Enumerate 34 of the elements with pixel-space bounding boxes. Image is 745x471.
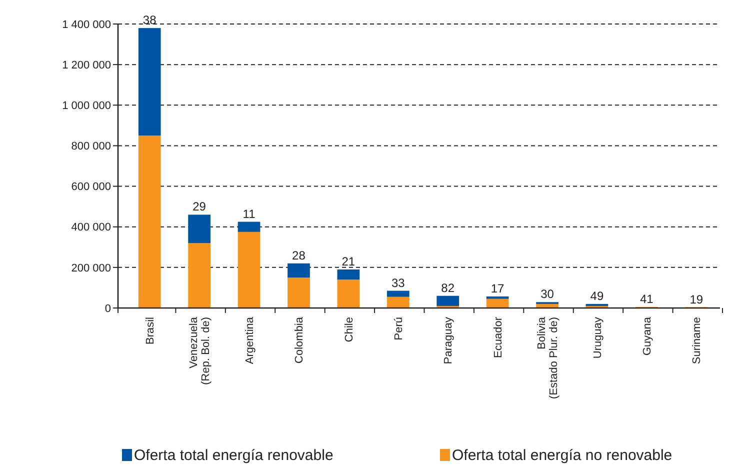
annotation: 30 xyxy=(540,287,554,302)
x-tick-label: Ecuador xyxy=(492,316,504,358)
annotation: 33 xyxy=(391,276,406,290)
x-tick-label: Bolivia (Estado Plur. de) xyxy=(536,316,560,399)
y-tick-label: 800 000 xyxy=(71,140,111,153)
annotation: 11 xyxy=(242,206,256,221)
y-tick-label: 600 000 xyxy=(71,181,111,194)
annotation: 82 xyxy=(441,280,455,295)
x-tick-label: Suriname xyxy=(691,317,704,364)
x-tick-label: Paraguay xyxy=(442,316,455,364)
y-tick-label: 400 000 xyxy=(71,222,111,234)
annotation: 49 xyxy=(590,288,604,303)
annotation: 17 xyxy=(490,281,505,296)
x-tick-label: Chile xyxy=(343,317,356,342)
legend-label: Oferta total energía no renovable xyxy=(452,447,672,464)
y-tick-label: 200 000 xyxy=(71,262,111,274)
x-tick-label: Argentina xyxy=(244,316,256,364)
x-tick-label: Uruguay xyxy=(592,316,604,359)
x-tick-label: Colombia xyxy=(294,316,306,364)
annotation: 41 xyxy=(640,292,654,306)
x-tick-label: Guyana xyxy=(642,316,654,356)
annotation: 21 xyxy=(342,254,356,268)
y-tick-label: 0 xyxy=(104,302,111,315)
annotation: 19 xyxy=(690,292,704,306)
y-tick-label: 1 200 000 xyxy=(62,59,111,72)
annotation: 38 xyxy=(142,13,157,28)
x-tick-label: Venezuela (Rep. Bol. de) xyxy=(188,316,212,385)
x-tick-label: Perú xyxy=(392,317,405,340)
y-tick-label: 1 400 000 xyxy=(62,18,111,31)
x-tick-label: Brasil xyxy=(144,317,156,345)
y-tick-label: 1 000 000 xyxy=(62,100,111,112)
legend-label: Oferta total energía renovable xyxy=(134,447,334,464)
annotation: 29 xyxy=(192,200,206,214)
annotation: 28 xyxy=(292,248,306,262)
